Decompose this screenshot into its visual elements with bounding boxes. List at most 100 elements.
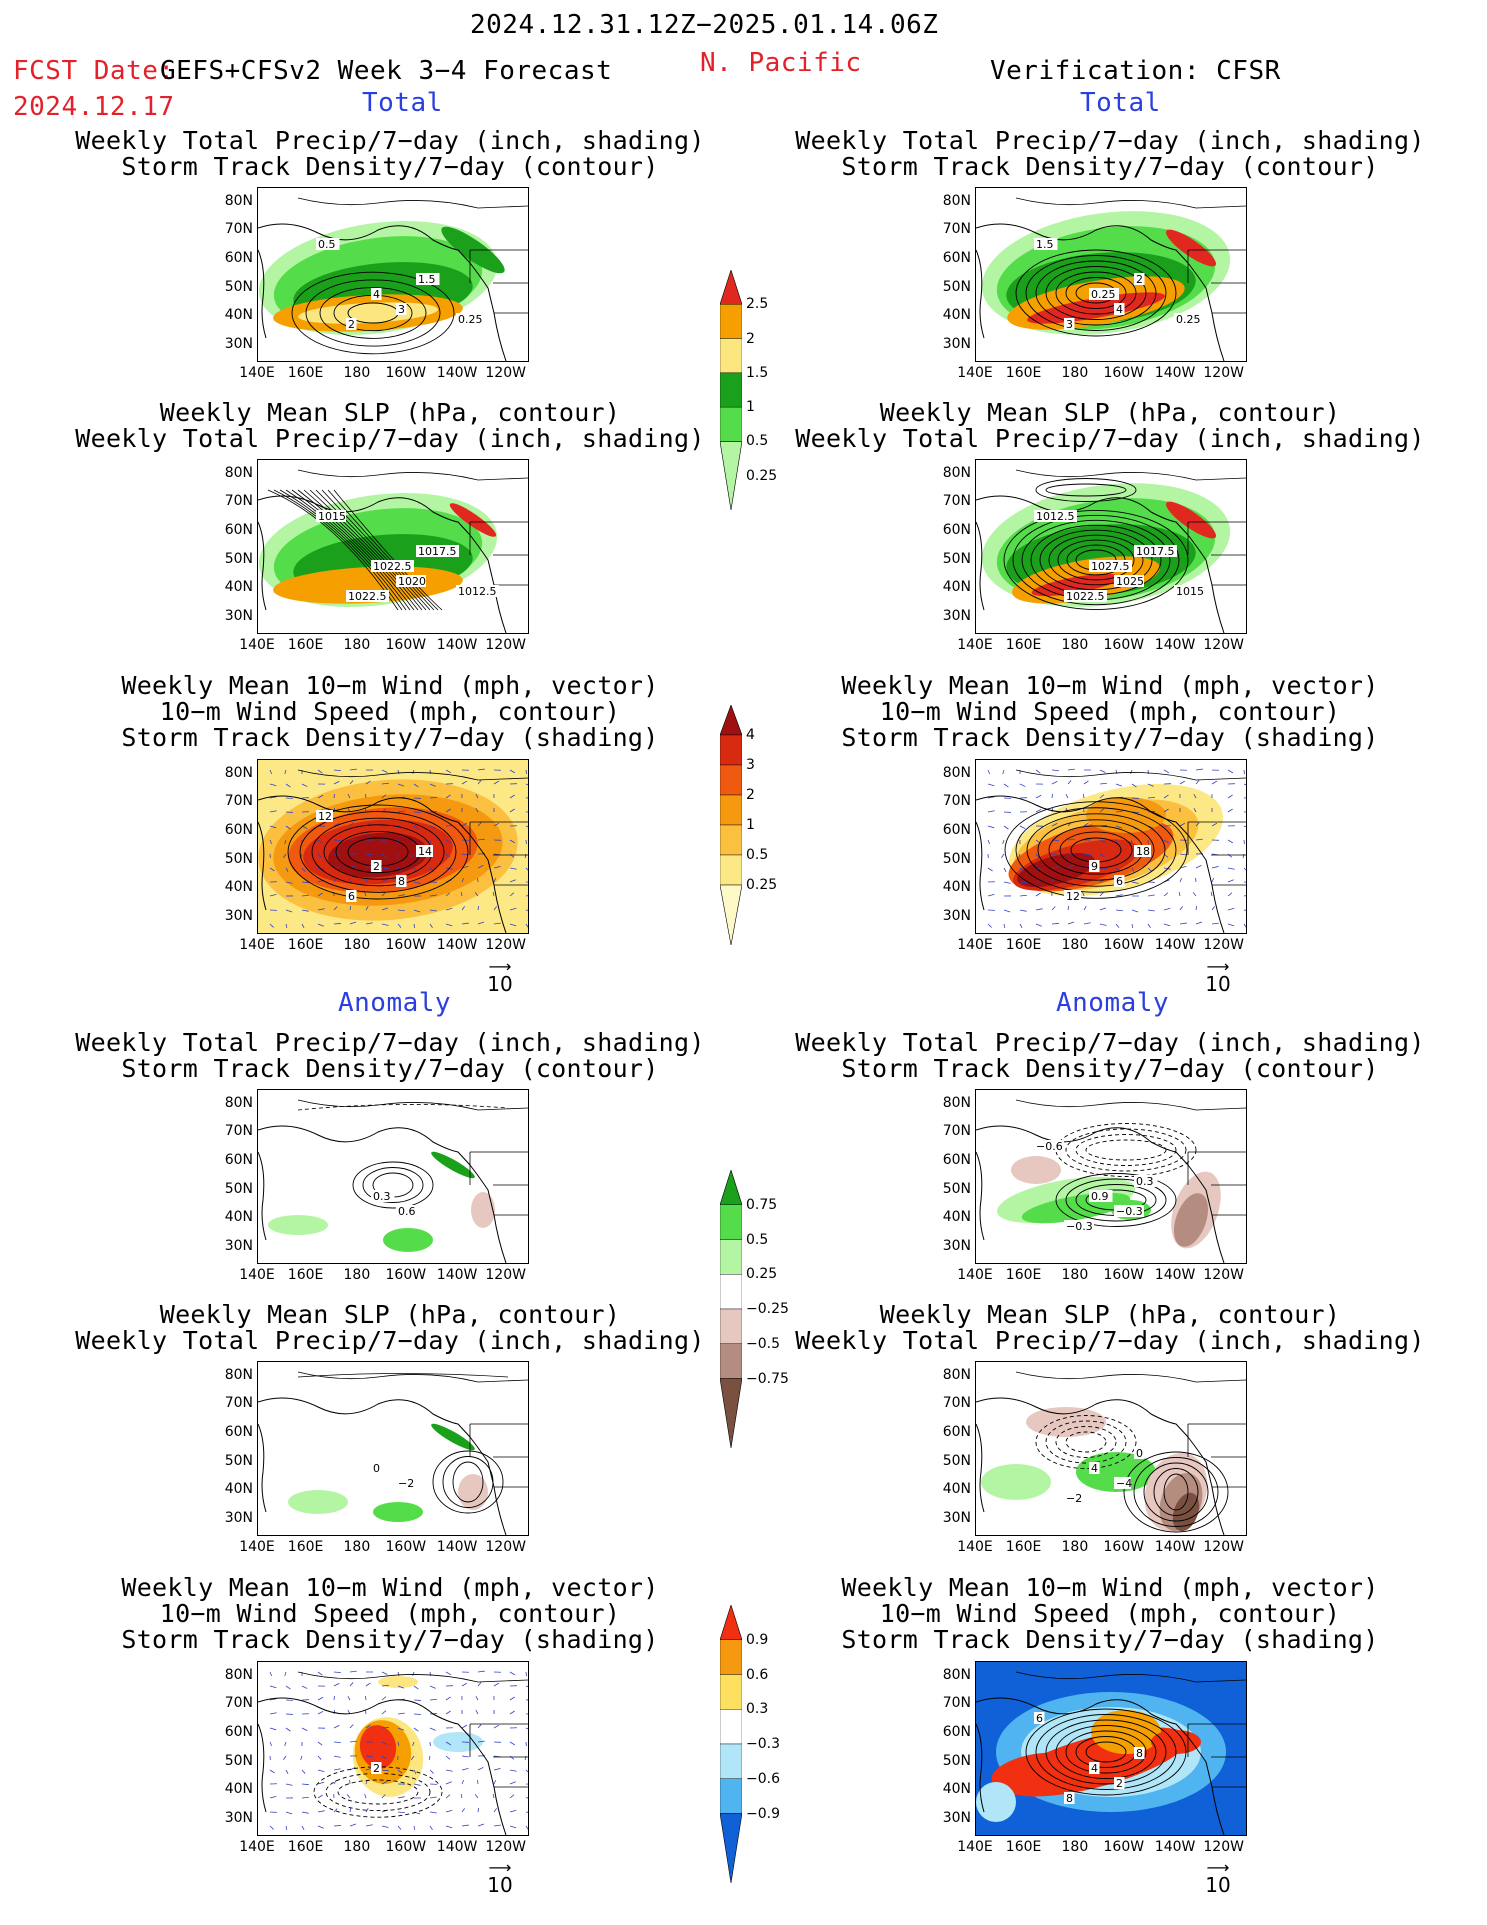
svg-text:4: 4 — [1091, 1462, 1098, 1475]
lon-tick-label: 140W — [436, 365, 478, 381]
lon-tick-label: 120W — [1203, 937, 1244, 953]
lat-tick-label: 70N — [942, 792, 971, 809]
vector-ref-fc-total: ⟶ 10 — [487, 957, 513, 997]
svg-text:0: 0 — [373, 1462, 380, 1475]
svg-text:1022.5: 1022.5 — [348, 590, 387, 603]
lat-tick-label: 50N — [224, 1753, 253, 1770]
lat-tick-label: 30N — [224, 608, 253, 625]
lon-tick-label: 120W — [485, 1539, 526, 1555]
colorbar-label: 2 — [746, 787, 755, 803]
lon-tick-label: 160W — [385, 1267, 427, 1283]
colorbar-storm-anom — [719, 1604, 743, 1884]
svg-text:0.25: 0.25 — [1176, 313, 1201, 326]
region-title: N. Pacific — [700, 48, 862, 78]
lon-tick-label: 180 — [1061, 1539, 1089, 1555]
lon-tick-label: 160W — [1103, 637, 1145, 653]
lon-tick-label: 180 — [1061, 1267, 1089, 1283]
map-fc-slp-anom: 0 −2 — [257, 1361, 529, 1536]
colorbar-label: 2.5 — [746, 296, 769, 313]
lat-tick-label: 50N — [942, 1753, 971, 1770]
lat-tick-label: 60N — [942, 521, 971, 538]
lat-tick-label: 60N — [942, 821, 971, 838]
lat-tick-label: 40N — [942, 1781, 971, 1798]
svg-text:18: 18 — [1136, 845, 1150, 858]
lat-tick-label: 40N — [942, 307, 971, 324]
vector-ref-fc-anom: ⟶ 10 — [487, 1858, 513, 1898]
lon-tick-label: 160E — [287, 1267, 324, 1283]
map-fc-slp-total: 1022.5 1020 1022.5 1017.5 1015 1012.5 — [257, 459, 529, 634]
svg-text:8: 8 — [398, 875, 405, 888]
lat-tick-label: 40N — [224, 1481, 253, 1498]
map-ob-wind-anom: 4 2 8 8 6 — [975, 1661, 1247, 1836]
lat-tick-label: 70N — [224, 792, 253, 809]
lat-tick-label: 60N — [942, 1423, 971, 1440]
svg-text:0.6: 0.6 — [398, 1205, 416, 1218]
lon-tick-label: 160E — [1005, 365, 1042, 381]
map-fc-wind-total: 2 8 6 14 12 — [257, 759, 529, 934]
lon-tick-label: 180 — [1061, 1839, 1089, 1855]
lon-tick-label: 140E — [239, 1267, 275, 1283]
svg-text:0.3: 0.3 — [1136, 1175, 1154, 1188]
lat-tick-label: 30N — [224, 1238, 253, 1255]
lon-tick-label: 160E — [287, 1839, 324, 1855]
colorbar-label: 4 — [746, 727, 755, 743]
title-fc-wind-anom: Weekly Mean 10−m Wind (mph, vector) 10−m … — [121, 1573, 659, 1654]
verification-label: Verification: CFSR — [990, 56, 1281, 86]
svg-text:1.5: 1.5 — [418, 273, 436, 286]
svg-text:12: 12 — [1066, 890, 1080, 903]
svg-text:1.5: 1.5 — [1036, 238, 1054, 251]
lat-tick-label: 40N — [942, 879, 971, 896]
lat-tick-label: 30N — [942, 908, 971, 925]
svg-text:4: 4 — [1091, 1762, 1098, 1775]
lon-tick-label: 180 — [343, 937, 371, 953]
colorbar-label: 0.3 — [746, 1701, 769, 1718]
lat-tick-label: 40N — [224, 1781, 253, 1798]
svg-text:−4: −4 — [1116, 1477, 1132, 1490]
lon-tick-label: 140W — [1154, 937, 1196, 953]
colorbar-label: 0.5 — [746, 433, 769, 450]
lat-tick-label: 50N — [942, 851, 971, 868]
lon-tick-label: 160E — [1005, 1539, 1042, 1555]
lon-tick-label: 160W — [385, 1539, 427, 1555]
title-fc-slp-total: Weekly Mean SLP (hPa, contour) Weekly Tot… — [75, 398, 705, 453]
svg-text:6: 6 — [1036, 1712, 1043, 1725]
map-fc-precip-total: 4 3 2 1.5 0.5 0.25 — [257, 187, 529, 362]
map-ob-precip-anom: 0.9 −0.3 −0.3 0.3 −0.6 — [975, 1089, 1247, 1264]
lon-tick-label: 180 — [343, 1267, 371, 1283]
colorbar-label: −0.25 — [746, 1301, 789, 1317]
colorbar-label: 0.5 — [746, 1231, 769, 1248]
lon-tick-label: 140E — [239, 937, 275, 953]
lon-tick-label: 120W — [485, 1267, 526, 1283]
lon-tick-label: 120W — [485, 937, 526, 953]
svg-text:0.25: 0.25 — [1091, 288, 1116, 301]
fcst-date: 2024.12.17 — [13, 92, 175, 122]
map-ob-wind-total: 9 6 12 18 — [975, 759, 1247, 934]
svg-text:0: 0 — [1136, 1447, 1143, 1460]
title-ob-wind-anom: Weekly Mean 10−m Wind (mph, vector) 10−m … — [841, 1573, 1379, 1654]
lat-tick-label: 40N — [224, 1209, 253, 1226]
lat-tick-label: 50N — [224, 551, 253, 568]
svg-text:4: 4 — [1116, 303, 1123, 316]
colorbar-label: −0.3 — [746, 1736, 780, 1752]
lon-tick-label: 140W — [436, 1267, 478, 1283]
lon-tick-label: 140E — [957, 637, 993, 653]
fcst-model: GEFS+CFSv2 Week 3−4 Forecast — [160, 56, 613, 86]
title-ob-slp-total: Weekly Mean SLP (hPa, contour) Weekly Tot… — [795, 398, 1425, 453]
title-fc-precip-total: Weekly Total Precip/7−day (inch, shading… — [75, 126, 705, 181]
fcst-label: FCST Date: — [13, 56, 175, 86]
lon-tick-label: 140E — [239, 1539, 275, 1555]
lon-tick-label: 180 — [343, 365, 371, 381]
lon-tick-label: 140E — [239, 637, 275, 653]
lon-tick-label: 120W — [485, 1839, 526, 1855]
colorbar-label: −0.6 — [746, 1770, 780, 1787]
svg-text:0.3: 0.3 — [373, 1190, 391, 1203]
lat-tick-label: 40N — [942, 1209, 971, 1226]
svg-text:1020: 1020 — [398, 575, 426, 588]
title-fc-slp-anom: Weekly Mean SLP (hPa, contour) Weekly Tot… — [75, 1300, 705, 1355]
lat-tick-label: 60N — [224, 1723, 253, 1740]
map-fc-wind-anom: 2 — [257, 1661, 529, 1836]
lon-tick-label: 180 — [1061, 365, 1089, 381]
colorbar-label: 0.25 — [746, 1266, 778, 1283]
lon-tick-label: 160W — [1103, 1839, 1145, 1855]
svg-text:3: 3 — [398, 303, 405, 316]
